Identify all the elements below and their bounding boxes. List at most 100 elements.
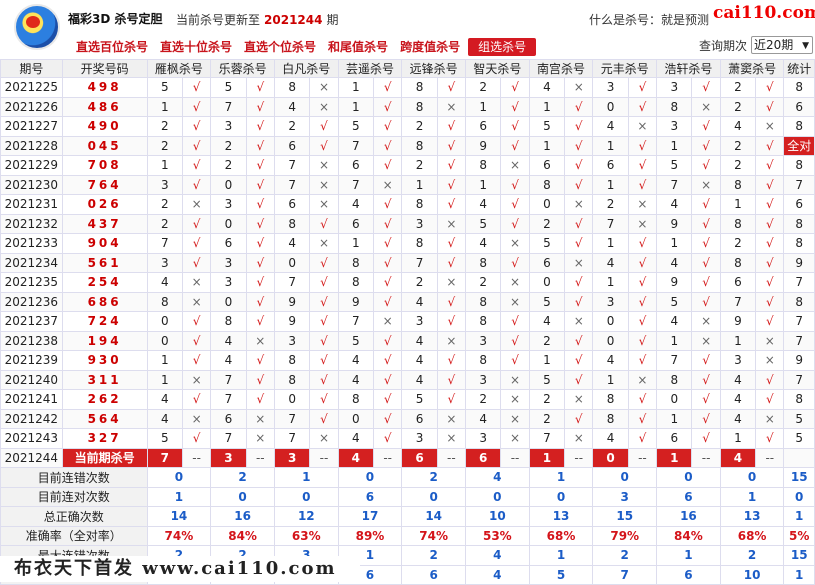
check-icon: √	[627, 350, 658, 371]
check-icon: √	[755, 272, 785, 293]
kill-number: 1	[592, 272, 629, 293]
kill-number: 6	[210, 233, 247, 254]
kill-number: 4	[337, 428, 375, 449]
row-period: 2021227	[0, 116, 63, 137]
summary-value: 79%	[592, 525, 658, 546]
check-icon: √	[245, 311, 275, 332]
kill-number: 9	[656, 213, 693, 234]
nav-item-5[interactable]: 组选杀号	[468, 38, 537, 56]
cross-icon: ×	[181, 194, 212, 215]
table-row: 2021227 490 2 √ 3 √ 2 √ 5 √ 2 √ 6 √ 5 √ 4 × 3 √ 4 × 8	[0, 116, 815, 137]
cross-icon: ×	[627, 116, 658, 137]
cross-icon: ×	[755, 330, 785, 351]
cross-icon: ×	[500, 408, 530, 429]
kill-number: 4	[146, 272, 183, 293]
row-stat: 6	[783, 194, 815, 215]
kill-number: 2	[465, 77, 502, 98]
what-is-kill-link[interactable]: 什么是杀号：就是预测	[589, 13, 710, 27]
row-draw-number: 724	[61, 311, 148, 332]
kill-number: 3	[210, 252, 247, 273]
cross-icon: ×	[309, 96, 339, 117]
check-icon: √	[691, 233, 721, 254]
check-icon: √	[373, 389, 403, 410]
summary-stat: 5%	[783, 525, 815, 546]
kill-number: 7	[146, 233, 183, 254]
table-row: 2021232 437 2 √ 0 √ 8 √ 6 √ 3 × 5 √ 2 √ 7 × 9 √ 8 √ 8	[0, 213, 815, 234]
check-icon: √	[245, 194, 275, 215]
check-icon: √	[436, 350, 467, 371]
check-icon: √	[436, 135, 467, 156]
site-logo-text[interactable]: cai110.com	[713, 3, 815, 23]
check-icon: √	[181, 155, 212, 176]
check-icon: √	[181, 389, 212, 410]
row-stat: 9	[783, 252, 815, 273]
cross-icon: ×	[564, 77, 594, 98]
summary-value: 0	[656, 467, 721, 488]
cross-icon: ×	[755, 116, 785, 137]
kill-number: 8	[465, 291, 502, 312]
table-row: 2021238 194 0 √ 4 × 3 √ 5 √ 4 × 3 √ 2 √ 0 √ 1 × 1 × 7	[0, 330, 815, 351]
kill-number: 6	[337, 155, 375, 176]
kill-number: 0	[146, 311, 183, 332]
kill-number: 0	[210, 291, 247, 312]
summary-value: 3	[592, 486, 658, 507]
footer-banner: 布衣天下首发 www.cai110.com	[0, 556, 360, 582]
kill-number: 1	[146, 155, 183, 176]
kill-number: 8	[210, 311, 247, 332]
table-row: 2021240 311 1 × 7 √ 8 √ 4 √ 4 √ 3 × 5 √ 1 × 8 √ 4 √ 7	[0, 369, 815, 390]
nav-item-3[interactable]: 和尾值杀号	[328, 40, 389, 54]
cross-icon: ×	[373, 174, 403, 195]
current-kill-number: 3	[210, 447, 247, 468]
period-select[interactable]: 近20期 ▼	[751, 36, 813, 54]
kill-number: 2	[146, 135, 183, 156]
nav-item-2[interactable]: 直选个位杀号	[244, 40, 317, 54]
summary-value: 15	[592, 506, 658, 527]
check-icon: √	[500, 174, 530, 195]
kill-number: 5	[528, 233, 566, 254]
row-stat: 8	[783, 77, 815, 98]
kill-number: 4	[656, 252, 693, 273]
check-icon: √	[245, 389, 275, 410]
nav-item-1[interactable]: 直选十位杀号	[160, 40, 233, 54]
summary-value: 84%	[656, 525, 721, 546]
kill-number: 0	[210, 174, 247, 195]
check-icon: √	[181, 311, 212, 332]
summary-value: 4	[465, 545, 530, 566]
row-period: 2021228	[0, 135, 63, 156]
row-stat: 8	[783, 389, 815, 410]
cross-icon: ×	[373, 311, 403, 332]
kill-number: 6	[337, 213, 375, 234]
kill-number: 7	[337, 135, 375, 156]
kill-number: 8	[401, 194, 438, 215]
kill-number: 3	[465, 330, 502, 351]
summary-value: 6	[656, 486, 721, 507]
kill-number: 3	[401, 311, 438, 332]
summary-value: 89%	[337, 525, 403, 546]
check-icon: √	[627, 428, 658, 449]
check-icon: √	[691, 135, 721, 156]
row-draw-number: 904	[61, 233, 148, 254]
check-icon: √	[627, 272, 658, 293]
nav-item-4[interactable]: 跨度值杀号	[400, 40, 461, 54]
check-icon: √	[245, 252, 275, 273]
row-period: 2021239	[0, 350, 63, 371]
check-icon: √	[691, 408, 721, 429]
nav-item-0[interactable]: 直选百位杀号	[76, 40, 149, 54]
kill-number: 2	[465, 389, 502, 410]
current-period-row: 2021244 当前期杀号 7 -- 3 -- 3 -- 4 -- 6 -- 6 -- 1 -- 0 -- 1 -- 4…	[0, 447, 815, 468]
row-period: 2021229	[0, 155, 63, 176]
kill-number: 3	[401, 213, 438, 234]
kill-number: 2	[719, 155, 757, 176]
kill-number: 4	[401, 291, 438, 312]
kill-number: 8	[465, 155, 502, 176]
check-icon: √	[691, 272, 721, 293]
cross-icon: ×	[691, 174, 721, 195]
check-icon: √	[309, 213, 339, 234]
cross-icon: ×	[181, 291, 212, 312]
kill-number: 0	[592, 96, 629, 117]
kill-number: 5	[337, 116, 375, 137]
check-icon: √	[373, 233, 403, 254]
check-icon: √	[755, 233, 785, 254]
kill-number: 8	[273, 213, 311, 234]
check-icon: √	[627, 135, 658, 156]
